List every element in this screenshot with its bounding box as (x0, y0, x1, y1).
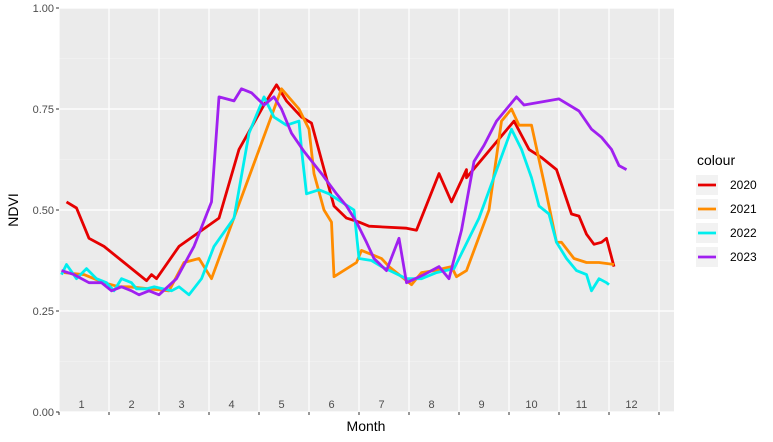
x-axis-title: Month (347, 418, 386, 434)
legend-label: 2023 (730, 250, 757, 264)
y-tick-label: 0.00 (33, 407, 54, 419)
axes: 0.000.250.500.751.001 2 3 4 5 6 7 8 9 10 11 12 (33, 3, 660, 419)
month-label: 4 (228, 399, 234, 411)
month-label: 8 (428, 399, 434, 411)
legend-title: colour (697, 152, 735, 168)
month-label: 5 (278, 399, 284, 411)
series-line-2023 (61, 87, 628, 297)
month-label: 10 (525, 399, 537, 411)
y-axis-title: NDVI (5, 193, 21, 226)
month-label: 6 (328, 399, 334, 411)
month-label: 2 (128, 399, 134, 411)
series-lines (60, 83, 628, 297)
y-tick-label: 1.00 (33, 3, 54, 15)
legend-label: 2022 (730, 226, 757, 240)
legend: colour 2020 2021 2022 2023 (696, 152, 757, 267)
month-label: 11 (576, 399, 587, 411)
month-label: 1 (78, 399, 84, 411)
month-label: 3 (178, 399, 184, 411)
month-label: 9 (478, 399, 484, 411)
series-line-2022 (60, 95, 610, 297)
y-tick-label: 0.25 (33, 306, 54, 318)
series-line-2020 (65, 83, 616, 283)
y-tick-label: 0.50 (33, 205, 54, 217)
month-label: 7 (378, 399, 384, 411)
month-label: 12 (625, 399, 637, 411)
legend-label: 2021 (730, 202, 757, 216)
y-tick-label: 0.75 (33, 104, 54, 116)
legend-label: 2020 (730, 178, 757, 192)
